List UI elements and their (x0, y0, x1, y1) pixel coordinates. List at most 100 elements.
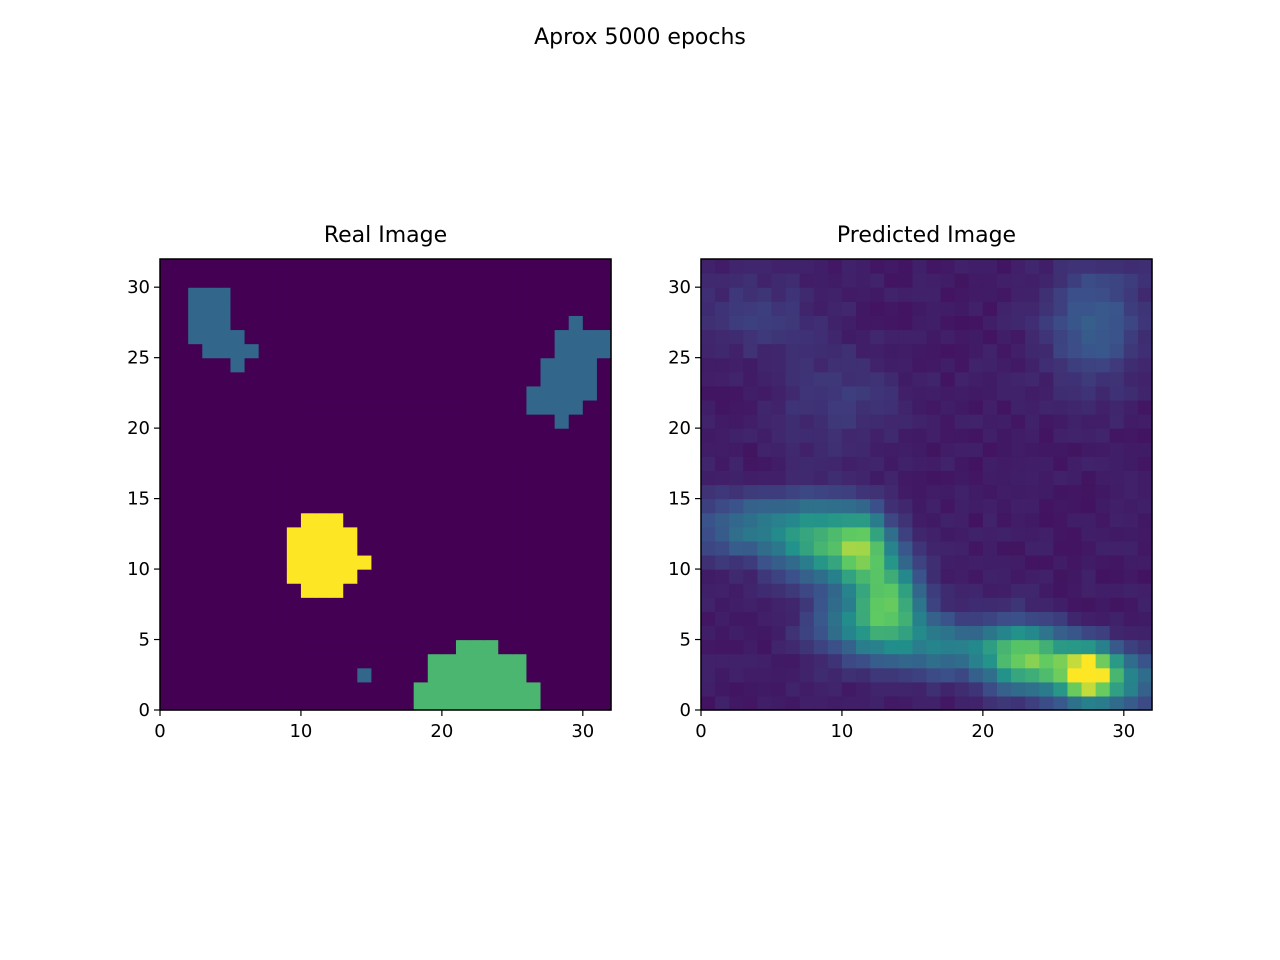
heatmap-cell (329, 442, 344, 457)
heatmap-cell (898, 371, 913, 387)
heatmap-cell (385, 653, 401, 669)
heatmap-cell (484, 301, 499, 316)
heatmap-cell (715, 357, 730, 373)
heatmap-cell (729, 526, 744, 542)
heatmap-cell (785, 470, 801, 486)
heatmap-cell (996, 259, 1012, 274)
heatmap-cell (870, 343, 885, 359)
heatmap-cell (1137, 667, 1153, 683)
heatmap-cell (160, 273, 175, 288)
heatmap-cell (300, 639, 316, 655)
heatmap-cell (870, 273, 885, 288)
heatmap-cell (272, 540, 288, 556)
heatmap-cell (596, 357, 612, 373)
heatmap-cell (856, 428, 871, 443)
heatmap-cell (582, 540, 598, 556)
heatmap-cell (912, 681, 928, 697)
heatmap-cell (357, 695, 372, 711)
heatmap-cell (912, 554, 928, 570)
heatmap-cell (470, 343, 485, 359)
heatmap-cell (884, 287, 899, 302)
heatmap-cell (1081, 681, 1097, 697)
heatmap-cell (1081, 371, 1097, 387)
heatmap-cell (315, 681, 330, 697)
heatmap-cell (898, 442, 913, 457)
heatmap-cell (244, 681, 260, 697)
heatmap-cell (427, 498, 443, 514)
heatmap-cell (329, 611, 344, 627)
heatmap-cell (870, 315, 885, 331)
heatmap-cell (484, 371, 499, 387)
heatmap-cell (512, 625, 528, 641)
heatmap-cell (484, 442, 499, 457)
y-tick-label: 30 (668, 277, 691, 298)
heatmap-cell (413, 667, 429, 683)
heatmap-cell (498, 456, 513, 471)
heatmap-cell (427, 329, 443, 345)
heatmap-cell (1039, 259, 1054, 274)
heatmap-cell (399, 329, 415, 345)
heatmap-cell (912, 653, 928, 669)
heatmap-cell (926, 681, 942, 697)
heatmap-cell (982, 315, 998, 331)
heatmap-cell (413, 583, 429, 598)
heatmap-cell (343, 414, 358, 429)
heatmap-cell (1011, 315, 1026, 331)
heatmap-cell (813, 470, 829, 486)
heatmap-cell (371, 639, 387, 655)
heatmap-cell (568, 597, 584, 612)
heatmap-cell (258, 569, 274, 584)
heatmap-cell (596, 583, 612, 598)
heatmap-cell (729, 611, 744, 627)
predicted-image-x-ticks: 0 10 20 30 (695, 710, 1135, 742)
heatmap-cell (216, 428, 232, 443)
heatmap-cell (856, 456, 871, 471)
heatmap-cell (512, 653, 528, 669)
heatmap-cell (216, 639, 232, 655)
heatmap-cell (568, 329, 584, 345)
heatmap-cell (315, 639, 330, 655)
heatmap-cell (441, 385, 457, 401)
heatmap-cell (1039, 611, 1054, 627)
heatmap-cell (568, 442, 584, 457)
heatmap-cell (1053, 329, 1069, 345)
heatmap-cell (785, 681, 801, 697)
heatmap-cell (230, 653, 246, 669)
heatmap-cell (1123, 287, 1139, 302)
heatmap-cell (1053, 611, 1069, 627)
heatmap-cell (357, 315, 372, 331)
heatmap-cell (343, 371, 358, 387)
heatmap-cell (455, 414, 471, 429)
heatmap-cell (1123, 399, 1139, 415)
heatmap-cell (1053, 526, 1069, 542)
heatmap-cell (202, 498, 217, 514)
heatmap-cell (286, 597, 302, 612)
heatmap-cell (258, 428, 274, 443)
heatmap-cell (1137, 273, 1153, 288)
heatmap-cell (827, 470, 843, 486)
heatmap-cell (244, 301, 260, 316)
heatmap-cell (1137, 329, 1153, 345)
heatmap-cell (568, 371, 584, 387)
heatmap-cell (799, 653, 815, 669)
heatmap-cell (954, 442, 970, 457)
heatmap-cell (441, 301, 457, 316)
heatmap-cell (1137, 442, 1153, 457)
heatmap-cell (371, 456, 387, 471)
heatmap-cell (898, 385, 913, 401)
heatmap-cell (954, 343, 970, 359)
heatmap-cell (357, 681, 372, 697)
heatmap-cell (827, 414, 843, 429)
heatmap-cell (729, 484, 744, 500)
heatmap-cell (982, 597, 998, 612)
heatmap-cell (357, 653, 372, 669)
heatmap-cell (484, 414, 499, 429)
heatmap-cell (813, 597, 829, 612)
heatmap-cell (841, 315, 857, 331)
heatmap-cell (343, 343, 358, 359)
heatmap-cell (470, 470, 485, 486)
heatmap-cell (385, 512, 401, 528)
heatmap-cell (954, 653, 970, 669)
heatmap-cell (244, 329, 260, 345)
heatmap-cell (856, 554, 871, 570)
